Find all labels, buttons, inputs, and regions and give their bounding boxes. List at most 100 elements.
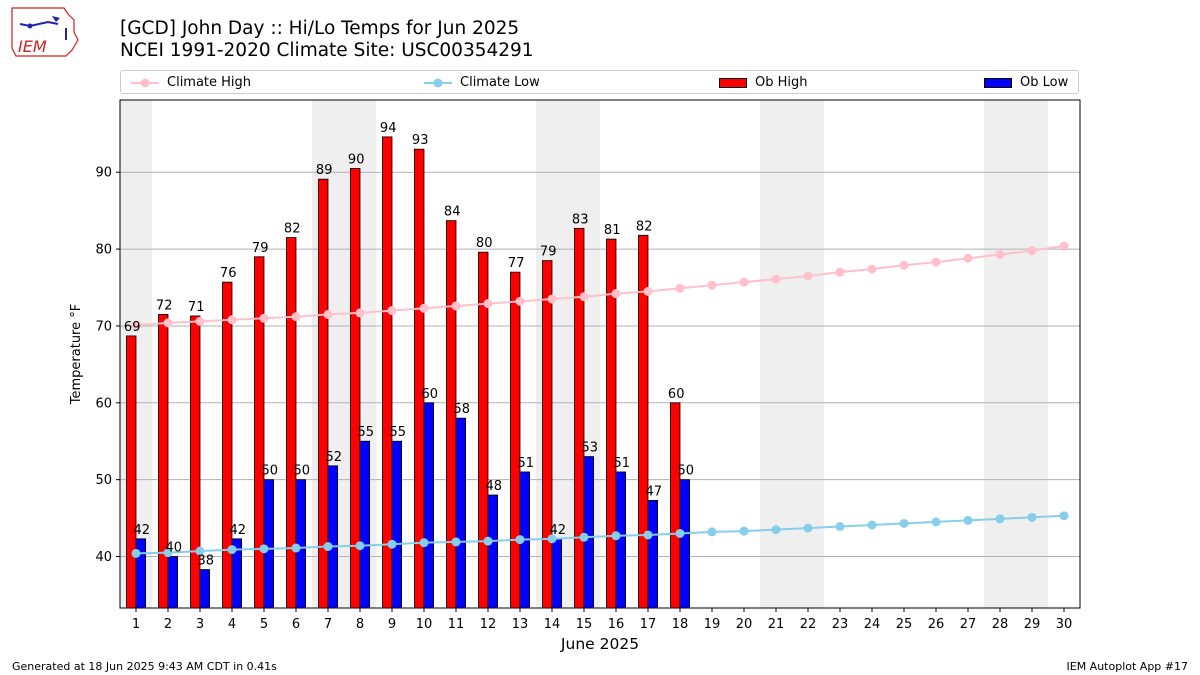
- climate-low-point: [451, 537, 461, 547]
- x-tick-label: 13: [512, 617, 529, 632]
- x-tick-label: 29: [1024, 617, 1041, 632]
- ob-low-bar: [167, 556, 179, 609]
- ob-low-label: 40: [166, 541, 183, 556]
- climate-high-point: [323, 309, 333, 319]
- climate-high-point: [963, 253, 973, 263]
- x-tick-label: 22: [800, 617, 817, 632]
- logo-text: IEM: [18, 37, 47, 56]
- x-tick-label: 28: [992, 617, 1009, 632]
- climate-low-point: [643, 530, 653, 540]
- ob-high-label: 84: [444, 205, 461, 220]
- ob-low-label: 42: [550, 523, 567, 538]
- ob-low-label: 51: [614, 456, 631, 471]
- ob-low-label: 60: [422, 387, 439, 402]
- climate-high-point: [771, 274, 781, 284]
- ob-low-label: 55: [358, 425, 375, 440]
- legend-swatch-ob-high: [719, 78, 747, 88]
- x-tick-label: 20: [736, 617, 753, 632]
- ob-low-bar: [551, 538, 563, 609]
- legend-climate-low: Climate Low: [424, 74, 540, 92]
- ob-low-bar: [263, 479, 275, 609]
- ob-low-bar: [391, 440, 403, 609]
- climate-high-point: [163, 318, 173, 328]
- x-tick-label: 25: [896, 617, 913, 632]
- climate-high-point: [291, 312, 301, 322]
- weekend-shade: [760, 100, 792, 608]
- ob-high-label: 89: [316, 163, 333, 178]
- climate-high-point: [451, 301, 461, 311]
- chart-legend: Climate High Climate Low Ob High Ob Low: [120, 70, 1079, 94]
- legend-climate-high: Climate High: [131, 74, 251, 92]
- legend-label-climate-high: Climate High: [167, 75, 252, 90]
- climate-low-point: [835, 522, 845, 532]
- ob-low-label: 50: [262, 464, 279, 479]
- legend-label-ob-low: Ob Low: [1020, 75, 1069, 90]
- y-tick-label: 40: [95, 550, 112, 565]
- ob-high-label: 71: [188, 300, 205, 315]
- ob-low-bar: [199, 569, 211, 609]
- ob-low-bar: [327, 465, 339, 609]
- ob-low-label: 58: [454, 402, 471, 417]
- climate-high-point: [739, 277, 749, 287]
- climate-high-point: [707, 280, 717, 290]
- climate-low-point: [707, 527, 717, 537]
- climate-high-point: [355, 308, 365, 318]
- footer-generated: Generated at 18 Jun 2025 9:43 AM CDT in …: [12, 660, 277, 673]
- climate-low-point: [259, 544, 269, 554]
- climate-high-point: [259, 313, 269, 323]
- climate-low-point: [963, 515, 973, 525]
- ob-high-label: 82: [284, 222, 301, 237]
- climate-low-point: [899, 518, 909, 528]
- x-tick-label: 23: [832, 617, 849, 632]
- ob-low-label: 47: [646, 484, 663, 499]
- ob-low-bar: [359, 440, 371, 609]
- climate-high-point: [931, 257, 941, 267]
- climate-high-point: [611, 289, 621, 299]
- climate-low-point: [483, 536, 493, 546]
- ob-low-bar: [487, 494, 499, 609]
- x-tick-label: 6: [292, 617, 300, 632]
- climate-low-line: [135, 514, 1065, 555]
- y-tick-label: 60: [95, 396, 112, 411]
- ob-low-label: 51: [518, 456, 535, 471]
- ob-low-bar: [647, 500, 659, 609]
- y-axis-label: Temperature °F: [69, 304, 84, 405]
- ob-low-label: 52: [326, 450, 343, 465]
- ob-low-bar: [583, 456, 595, 609]
- x-tick-label: 8: [356, 617, 364, 632]
- x-tick-label: 4: [228, 617, 236, 632]
- x-axis-label: June 2025: [560, 635, 639, 653]
- x-tick-label: 30: [1056, 617, 1073, 632]
- climate-high-point: [547, 294, 557, 304]
- ob-high-bar: [221, 281, 233, 609]
- climate-high-point: [803, 271, 813, 281]
- climate-low-point: [579, 532, 589, 542]
- ob-high-bar: [157, 314, 169, 609]
- weekend-shade: [984, 100, 1016, 608]
- x-tick-label: 11: [448, 617, 465, 632]
- climate-low-point: [163, 548, 173, 558]
- ob-high-label: 82: [636, 219, 653, 234]
- x-tick-label: 19: [704, 617, 721, 632]
- climate-low-point: [675, 528, 685, 538]
- climate-low-point: [195, 546, 205, 556]
- legend-swatch-climate-high: [131, 78, 159, 88]
- climate-high-point: [675, 283, 685, 293]
- x-tick-label: 14: [544, 617, 561, 632]
- legend-label-ob-high: Ob High: [755, 75, 808, 90]
- ob-high-label: 90: [348, 152, 365, 167]
- climate-low-point: [227, 545, 237, 555]
- iem-logo: IEM: [11, 7, 79, 57]
- ob-low-bar: [423, 402, 435, 609]
- ob-high-bar: [381, 136, 393, 609]
- x-tick-label: 16: [608, 617, 625, 632]
- climate-high-point: [899, 260, 909, 270]
- y-tick-label: 90: [95, 166, 112, 181]
- ob-low-label: 38: [198, 554, 215, 569]
- x-tick-label: 10: [416, 617, 433, 632]
- ob-low-bar: [679, 479, 691, 609]
- x-tick-label: 24: [864, 617, 881, 632]
- ob-low-label: 50: [294, 464, 311, 479]
- climate-low-point: [419, 538, 429, 548]
- ob-high-label: 72: [156, 298, 173, 313]
